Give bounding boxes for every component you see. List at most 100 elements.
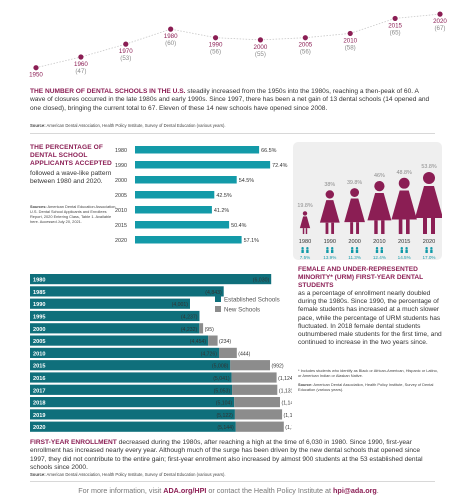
established-bar <box>30 360 231 371</box>
established-value-label: (4,454) <box>190 339 207 345</box>
female-percent-label: 46% <box>374 173 385 179</box>
female-figure <box>319 190 340 234</box>
applicants-value-label: 57.1% <box>244 238 259 244</box>
female-figure-dress <box>367 192 392 221</box>
new-schools-value-label: (1,179) <box>284 413 292 419</box>
new-schools-bar <box>219 347 237 358</box>
new-schools-bar <box>231 372 277 383</box>
female-figure-dress <box>391 190 417 220</box>
female-figure-dress <box>319 200 340 223</box>
enrollment-year-label: 2018 <box>33 401 45 407</box>
timeline-count: (58) <box>345 44 356 51</box>
enrollment-year-label: 2010 <box>33 351 45 357</box>
established-bar <box>30 286 224 297</box>
urm-figure-head <box>326 247 329 250</box>
urm-year-label: 1980 <box>299 239 311 245</box>
new-schools-bar <box>232 384 278 395</box>
hpi-email-link[interactable]: hpi@ada.org <box>333 486 377 495</box>
timeline-count: (65) <box>390 29 401 36</box>
timeline-dot <box>392 15 398 22</box>
female-figure-dress <box>415 186 443 218</box>
new-schools-value-label: (1,131) <box>279 388 292 394</box>
dental-schools-timeline: 1950(42)1960(47)1970(53)1980(60)1990(56)… <box>29 11 447 78</box>
applicants-value-label: 66.5% <box>261 148 276 154</box>
applicants-year-label: 2020 <box>115 238 127 244</box>
applicants-value-label: 72.4% <box>272 163 287 169</box>
applicants-year-label: 1980 <box>115 148 127 154</box>
applicants-year-label: 1990 <box>115 163 127 169</box>
timeline-count: (47) <box>75 68 86 75</box>
schools-body: steadily increased from the 1950s into t… <box>30 88 430 112</box>
female-figure-dress <box>344 198 365 223</box>
divider-1 <box>30 133 435 134</box>
enrollment-year-label: 1990 <box>33 302 45 308</box>
enrollment-year-label: 2000 <box>33 327 45 333</box>
female-urm-chart: 19.8% 1980 7.5% 38% 1990 13.9% 39.8% 2000 11.3% 4… <box>297 164 443 260</box>
schools-paragraph: THE NUMBER OF DENTAL SCHOOLS IN THE U.S.… <box>30 88 435 113</box>
urm-year-label: 2015 <box>398 239 410 245</box>
urm-year-label: 2000 <box>348 239 360 245</box>
urm-figure-head <box>425 247 428 250</box>
applicants-value-label: 41.2% <box>214 208 229 214</box>
urm-title: FEMALE AND UNDER-REPRESENTED MINORITY* (… <box>298 266 424 289</box>
urm-figure-icon <box>400 247 408 253</box>
urm-year-label: 2020 <box>423 239 435 245</box>
applicants-bar <box>135 146 260 154</box>
timeline-count: (56) <box>300 49 311 56</box>
applicants-bar <box>135 161 271 169</box>
enrollment-year-label: 2005 <box>33 339 45 345</box>
enrollment-year-label: 1980 <box>33 278 45 284</box>
enrollment-year-label: 2019 <box>33 413 45 419</box>
timeline-count: (60) <box>165 40 176 47</box>
hpi-link[interactable]: ADA.org/HPI <box>163 486 207 495</box>
timeline-line <box>35 13 441 69</box>
female-figure-head <box>350 188 360 197</box>
urm-year-label: 1990 <box>324 239 336 245</box>
urm-percent-label: 11.3% <box>348 255 361 260</box>
timeline-year: 1960 <box>74 61 88 68</box>
urm-figure-body <box>400 249 403 253</box>
footer: For more information, visit ADA.org/HPI … <box>78 486 379 495</box>
female-figure-dress <box>299 216 311 229</box>
applicants-value-label: 42.5% <box>216 193 231 199</box>
urm-panel: 19.8% 1980 7.5% 38% 1990 13.9% 39.8% 2000 11.3% 4… <box>293 142 443 260</box>
urm-figure-head <box>331 247 334 250</box>
new-schools-value-label: (1,199) <box>285 425 292 431</box>
established-value-label: (5,144) <box>217 425 234 431</box>
established-value-label: (5,122) <box>216 413 233 419</box>
female-figure <box>415 172 443 234</box>
female-figure-leg <box>406 219 410 235</box>
timeline-count: (55) <box>255 51 266 58</box>
female-figure-head <box>374 181 385 192</box>
applicants-accepted-chart: 1980 66.5% 1990 72.4% 2000 54.5% 2005 42.5% 2010… <box>115 146 288 244</box>
urm-figure-body <box>425 249 428 253</box>
female-figure-leg <box>356 222 360 234</box>
female-figure <box>299 211 311 235</box>
legend-label-established: Established Schools <box>224 296 280 303</box>
urm-figure-icon <box>375 247 383 253</box>
female-figure-leg <box>374 220 378 235</box>
urm-figure-body <box>355 249 359 253</box>
timeline-count: (56) <box>210 49 221 56</box>
new-schools-bar <box>234 409 283 420</box>
established-value-label: (4,726) <box>201 351 218 357</box>
urm-figure-head <box>301 247 304 250</box>
timeline-year: 2000 <box>254 44 268 51</box>
female-figure-leg <box>325 222 329 234</box>
female-percent-label: 38% <box>324 182 335 188</box>
established-bar <box>30 347 219 358</box>
enrollment-year-label: 2017 <box>33 388 45 394</box>
urm-figure-body <box>351 249 354 253</box>
enrollment-year-label: 2015 <box>33 364 45 370</box>
female-figure-head <box>325 190 335 199</box>
legend-label-new: New Schools <box>224 306 260 313</box>
timeline-year: 2010 <box>343 37 357 44</box>
timeline-year: 2005 <box>298 42 312 49</box>
applicants-year-label: 2010 <box>115 208 127 214</box>
timeline-dot <box>212 35 219 41</box>
urm-figure-body <box>430 249 433 253</box>
urm-figure-head <box>405 247 408 250</box>
urm-source: Source: American Dental Association, Hea… <box>298 382 434 392</box>
new-schools-value-label: (1,124) <box>278 376 292 382</box>
timeline-dot <box>168 26 174 32</box>
